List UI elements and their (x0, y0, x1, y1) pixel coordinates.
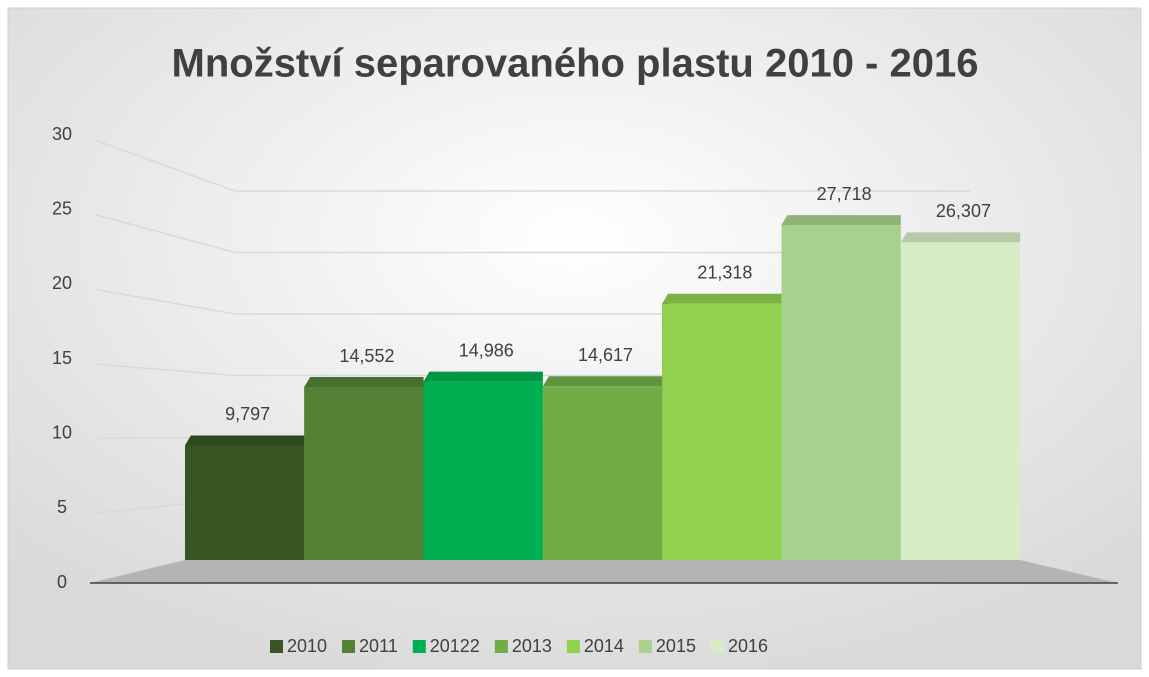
data-label: 14,986 (459, 340, 514, 360)
bar-top (662, 293, 782, 304)
legend-swatch (710, 640, 724, 653)
data-label: 14,617 (578, 345, 633, 365)
y-tick-label: 30 (52, 124, 72, 144)
bar-top (781, 215, 901, 226)
legend-swatch (566, 640, 580, 653)
grid-line (94, 139, 970, 192)
legend-swatch (270, 640, 283, 653)
data-label: 26,307 (936, 201, 991, 221)
y-tick-label: 5 (57, 497, 67, 517)
legend-label: 2011 (359, 636, 398, 656)
chart-title: Množství separovaného plastu 2010 - 2016 (172, 42, 979, 86)
bar-top (423, 371, 543, 382)
y-tick-label: 15 (52, 348, 72, 368)
legend-swatch (342, 640, 356, 653)
legend-swatch (494, 640, 508, 653)
bar-top (900, 232, 1021, 243)
legend-label: 2013 (512, 636, 552, 656)
y-tick-label: 10 (52, 422, 72, 442)
legend-label: 2010 (287, 636, 327, 656)
legend-label: 2016 (728, 636, 768, 656)
floor (90, 560, 1118, 583)
bar (185, 445, 305, 560)
bar-top (185, 435, 305, 446)
data-label: 21,318 (697, 263, 752, 283)
legend-swatch (638, 640, 652, 653)
data-label: 27,718 (817, 184, 872, 204)
legend-label: 2015 (656, 636, 696, 656)
bar-top (542, 376, 663, 387)
y-tick-label: 25 (52, 198, 72, 218)
y-tick-label: 20 (52, 273, 72, 293)
bar (423, 381, 543, 560)
bar (900, 242, 1021, 561)
legend-label: 20122 (430, 636, 480, 656)
data-label: 9,797 (225, 404, 270, 424)
legend-label: 2014 (584, 636, 624, 656)
bar-top (304, 377, 424, 388)
bar (304, 387, 424, 560)
bar (662, 303, 782, 560)
bar (781, 225, 901, 560)
y-tick-label: 0 (57, 572, 67, 592)
bar (542, 386, 663, 560)
data-label: 14,552 (339, 346, 394, 366)
legend-swatch (412, 640, 426, 653)
grid-line (94, 213, 970, 254)
